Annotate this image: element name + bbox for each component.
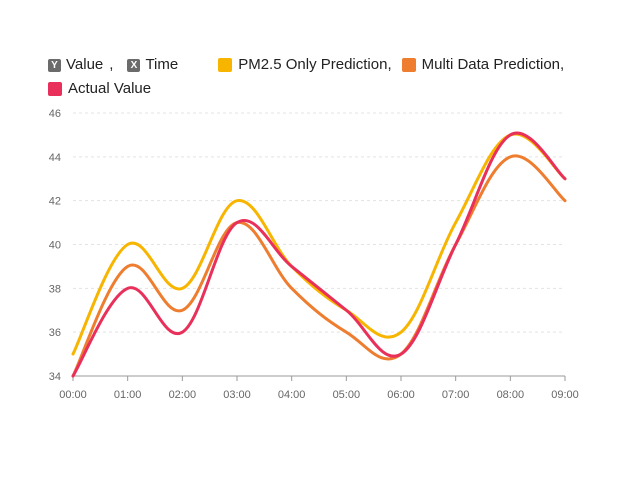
- y-tick-label: 44: [49, 152, 61, 164]
- x-axis-key: X Time: [127, 53, 178, 77]
- series-line-actual-value: [71, 131, 567, 378]
- x-tick-label: 01:00: [114, 389, 142, 401]
- y-tick-label: 36: [49, 327, 61, 339]
- legend-item-actual[interactable]: Actual Value: [48, 77, 151, 101]
- legend-swatch-actual: [48, 82, 62, 96]
- y-tick-label: 42: [49, 196, 61, 208]
- legend-label-pm25: PM2.5 Only Prediction,: [238, 56, 392, 73]
- x-key-label: Time: [145, 56, 179, 73]
- legend-swatch-multi: [401, 58, 416, 72]
- x-tick-label: 00:00: [59, 389, 87, 401]
- series-line-multi-data-prediction: [71, 154, 567, 378]
- y-key-label: Value: [66, 56, 104, 73]
- legend-row-1: Y Value , X Time PM2.5 Only Prediction, …: [48, 53, 618, 77]
- legend-item-pm25[interactable]: PM2.5 Only Prediction,: [218, 53, 392, 77]
- x-tick-label: 02:00: [169, 389, 197, 401]
- legend-label-multi: Multi Data Prediction,: [421, 56, 565, 73]
- x-tick-label: 09:00: [551, 389, 579, 401]
- y-tick-label: 34: [49, 371, 61, 383]
- legend-swatch-pm25: [218, 58, 233, 72]
- y-tick-label: 38: [49, 283, 61, 295]
- legend-item-multi[interactable]: Multi Data Prediction,: [401, 53, 565, 77]
- x-tick-label: 03:00: [223, 389, 251, 401]
- x-tick-label: 05:00: [333, 389, 361, 401]
- legend-row-2: Actual Value: [48, 77, 618, 101]
- chart-legend: Y Value , X Time PM2.5 Only Prediction, …: [48, 53, 618, 101]
- x-tick-label: 06:00: [387, 389, 415, 401]
- x-tick-label: 07:00: [442, 389, 470, 401]
- y-tick-label: 40: [49, 240, 61, 252]
- x-tick-label: 08:00: [497, 389, 525, 401]
- y-key-icon: Y: [48, 58, 61, 72]
- y-key-separator: ,: [109, 56, 114, 73]
- y-tick-label: 46: [49, 108, 61, 120]
- series-line-pm25-only-prediction: [71, 132, 567, 356]
- x-key-icon: X: [127, 58, 141, 72]
- x-tick-label: 04:00: [278, 389, 306, 401]
- legend-label-actual: Actual Value: [68, 80, 152, 97]
- y-axis-key: Y Value ,: [48, 53, 113, 77]
